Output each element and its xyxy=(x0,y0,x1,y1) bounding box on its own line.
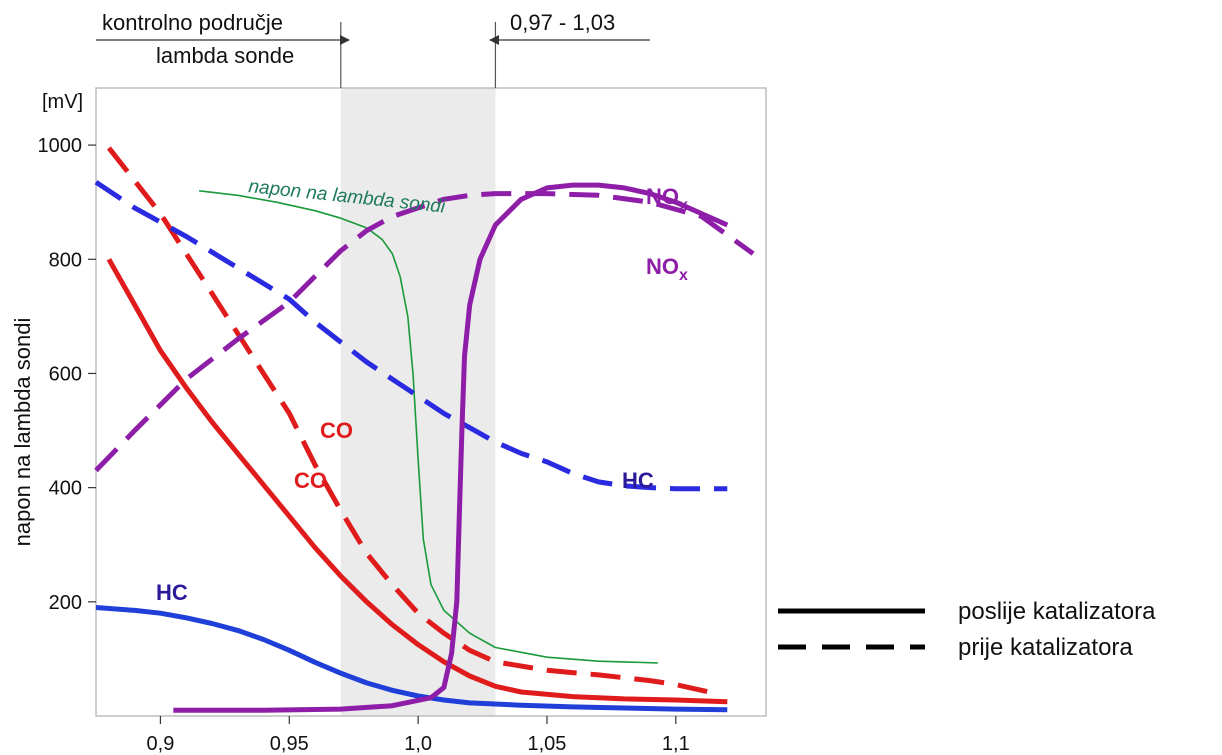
y-tick-label: 800 xyxy=(49,249,82,271)
x-tick-label: 1,0 xyxy=(404,733,432,755)
legend-dashed-label: prije katalizatora xyxy=(958,634,1133,661)
legend-solid-label: poslije katalizatora xyxy=(958,598,1156,625)
y-tick-label: 1000 xyxy=(38,135,83,157)
y-axis-ticks: 200 400 600 800 1000 xyxy=(38,135,96,614)
band-label-left-line2: lambda sonde xyxy=(156,43,294,68)
series-label-hc: HC xyxy=(156,580,188,605)
y-tick-label: 600 xyxy=(49,363,82,385)
series-hc-dashed xyxy=(94,180,728,492)
x-tick-label: 0,9 xyxy=(147,733,175,755)
series-nox-solid xyxy=(173,182,729,713)
y-tick-label: 200 xyxy=(49,592,82,614)
series-label-hc: HC xyxy=(622,468,654,493)
series-label-co: CO xyxy=(320,418,353,443)
series-label-co: CO xyxy=(294,468,327,493)
header-right-arrowhead xyxy=(489,35,499,45)
control-band xyxy=(340,88,496,716)
series-group xyxy=(94,146,755,713)
x-tick-label: 1,05 xyxy=(527,733,566,755)
series-co-dashed xyxy=(106,146,716,696)
band-label-left-line1: kontrolno područje xyxy=(102,10,283,35)
y-axis-title: napon na lambda sondi xyxy=(10,318,35,547)
band-label-right: 0,97 - 1,03 xyxy=(510,10,615,35)
series-nox-dashed xyxy=(94,191,755,473)
header-left-arrowhead xyxy=(340,35,350,45)
x-tick-label: 1,1 xyxy=(662,733,690,755)
x-axis-ticks: 0,9 0,95 1,0 1,05 1,1 xyxy=(147,716,690,755)
series-napon-na-lambda-sondi-thin xyxy=(199,190,658,664)
y-unit-label: [mV] xyxy=(42,91,83,113)
series-hc-solid xyxy=(95,605,728,713)
series-label-nox: NOx xyxy=(646,254,688,284)
x-tick-label: 0,95 xyxy=(270,733,309,755)
series-co-solid xyxy=(106,258,728,705)
y-tick-label: 400 xyxy=(49,478,82,500)
plot-frame xyxy=(95,87,767,717)
